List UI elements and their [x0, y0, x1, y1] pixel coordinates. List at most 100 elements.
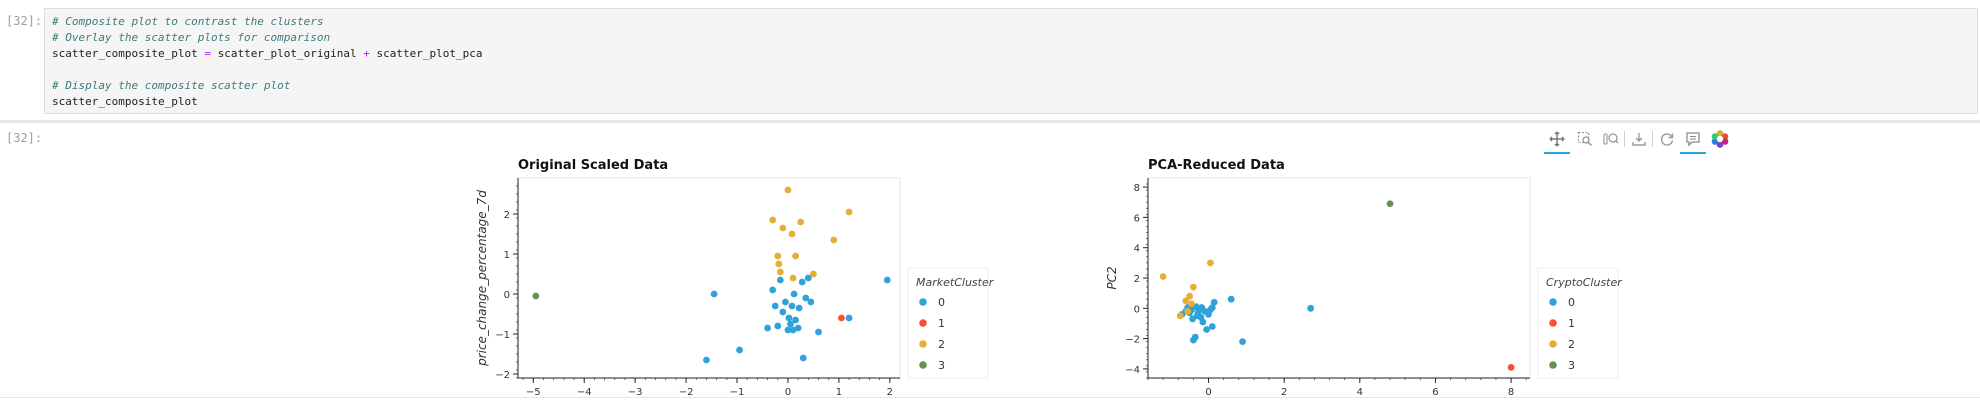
y-tick-label: 2	[504, 210, 510, 221]
data-point-cluster-0[interactable]	[769, 286, 777, 294]
data-point-cluster-0[interactable]	[804, 274, 812, 282]
data-point-cluster-0[interactable]	[1203, 326, 1211, 333]
y-tick-label: −2	[1125, 335, 1140, 346]
data-point-cluster-0[interactable]	[790, 290, 798, 298]
data-point-cluster-1[interactable]	[1507, 363, 1515, 371]
input-prompt: [32]:	[6, 14, 43, 28]
data-point-cluster-0[interactable]	[1227, 295, 1235, 303]
data-point-cluster-0[interactable]	[776, 276, 784, 284]
bokeh-logo-icon	[1711, 130, 1729, 148]
reset-icon	[1660, 133, 1674, 146]
data-point-cluster-0[interactable]	[771, 302, 779, 310]
toolbar-separator	[1624, 131, 1625, 147]
data-point-cluster-3[interactable]	[532, 292, 540, 300]
data-point-cluster-0[interactable]	[845, 314, 853, 322]
x-tick-label: −1	[730, 387, 745, 398]
legend-marker-1	[919, 319, 927, 327]
data-point-cluster-2[interactable]	[830, 236, 838, 244]
code-operator: =	[204, 47, 211, 60]
data-point-cluster-0[interactable]	[789, 326, 797, 334]
legend-label-2: 2	[1568, 338, 1575, 351]
toolbar-separator	[1652, 131, 1653, 147]
y-tick-label: 4	[1134, 244, 1140, 255]
data-point-cluster-2[interactable]	[779, 224, 787, 232]
reset-tool[interactable]	[1654, 126, 1680, 152]
data-point-cluster-0[interactable]	[1210, 298, 1218, 306]
data-point-cluster-0[interactable]	[782, 298, 789, 306]
data-point-cluster-2[interactable]	[845, 208, 853, 216]
data-point-cluster-2[interactable]	[792, 252, 799, 260]
data-point-cluster-0[interactable]	[710, 290, 718, 298]
hover-tool[interactable]	[1680, 126, 1706, 154]
x-tick-label: −5	[526, 387, 541, 398]
legend-marker-0	[1549, 298, 1557, 306]
data-point-cluster-0[interactable]	[774, 322, 782, 330]
data-point-cluster-2[interactable]	[1189, 283, 1197, 291]
data-point-cluster-0[interactable]	[807, 298, 815, 306]
data-point-cluster-0[interactable]	[883, 276, 891, 284]
data-point-cluster-0[interactable]	[815, 328, 822, 336]
data-point-cluster-1[interactable]	[838, 314, 845, 322]
pan-icon	[1549, 131, 1565, 147]
data-point-cluster-2[interactable]	[1188, 300, 1195, 308]
legend-marker-2	[1549, 340, 1557, 348]
data-point-cluster-2[interactable]	[1184, 307, 1192, 315]
data-point-cluster-0[interactable]	[1191, 333, 1199, 341]
legend-label-0: 0	[938, 296, 945, 309]
data-point-cluster-2[interactable]	[1176, 312, 1184, 320]
data-point-cluster-0[interactable]	[794, 324, 802, 332]
y-tick-label: 1	[504, 250, 510, 261]
data-point-cluster-0[interactable]	[1208, 304, 1216, 311]
code-cell[interactable]: # Composite plot to contrast the cluster…	[44, 8, 1978, 114]
chart1-original-scaled[interactable]: −2 −1 0 1 2 −5 −4 −3 −2 −1 0 1 2 price_change_percent…	[460, 170, 1060, 410]
y-tick-label: 2	[1134, 274, 1140, 285]
chart2-pca-reduced[interactable]: −4 −2 0 2 4 6 8 0 2 4 6 8 PC2 CryptoCluster 0 1 2 3	[1090, 170, 1690, 410]
data-point-cluster-0[interactable]	[779, 308, 787, 316]
data-point-cluster-0[interactable]	[799, 354, 807, 362]
legend-title: CryptoCluster	[1546, 276, 1623, 289]
data-point-cluster-2[interactable]	[1186, 292, 1194, 300]
data-point-cluster-2[interactable]	[810, 270, 817, 278]
data-point-cluster-2[interactable]	[797, 218, 805, 226]
data-point-cluster-2[interactable]	[1207, 259, 1214, 267]
data-point-cluster-2[interactable]	[775, 260, 783, 268]
data-point-cluster-0[interactable]	[1239, 338, 1246, 346]
data-point-cluster-0[interactable]	[1208, 323, 1216, 330]
data-point-cluster-0[interactable]	[788, 302, 796, 310]
y-tick-label: 0	[1134, 304, 1140, 315]
data-point-cluster-0[interactable]	[1307, 304, 1315, 312]
wheel-zoom-tool[interactable]	[1598, 126, 1624, 152]
data-point-cluster-3[interactable]	[1386, 200, 1394, 208]
data-point-cluster-2[interactable]	[1159, 273, 1167, 280]
code-comment-line: # Composite plot to contrast the cluster…	[52, 15, 324, 28]
x-tick-label: 1	[836, 387, 842, 398]
x-tick-label: 0	[1205, 387, 1211, 398]
data-point-cluster-0[interactable]	[787, 320, 794, 328]
box-zoom-tool[interactable]	[1572, 126, 1598, 152]
save-tool[interactable]	[1626, 126, 1652, 152]
data-point-cluster-0[interactable]	[795, 304, 803, 312]
data-point-cluster-2[interactable]	[776, 268, 784, 276]
data-point-cluster-0[interactable]	[784, 326, 792, 334]
pan-tool[interactable]	[1544, 126, 1570, 154]
legend-marker-0	[919, 298, 927, 306]
data-point-cluster-2[interactable]	[769, 216, 777, 224]
data-point-cluster-0[interactable]	[1199, 318, 1207, 326]
data-point-cluster-0[interactable]	[802, 294, 810, 302]
bokeh-logo[interactable]	[1707, 126, 1733, 152]
data-point-cluster-2[interactable]	[788, 230, 796, 238]
data-point-cluster-2[interactable]	[1182, 297, 1190, 305]
data-point-cluster-2[interactable]	[774, 252, 782, 260]
x-tick-label: 0	[785, 387, 791, 398]
data-point-cluster-2[interactable]	[789, 274, 797, 282]
data-point-cluster-0[interactable]	[736, 346, 743, 354]
data-point-cluster-0[interactable]	[792, 316, 799, 324]
code-token: scatter_composite_plot	[52, 47, 205, 60]
data-point-cluster-0[interactable]	[764, 324, 771, 332]
plot-toolbar	[1544, 126, 1744, 154]
data-point-cluster-0[interactable]	[785, 314, 793, 322]
data-point-cluster-0[interactable]	[798, 278, 806, 286]
bottom-scroll-region	[0, 397, 1980, 420]
data-point-cluster-2[interactable]	[784, 186, 792, 194]
data-point-cluster-0[interactable]	[703, 356, 710, 364]
